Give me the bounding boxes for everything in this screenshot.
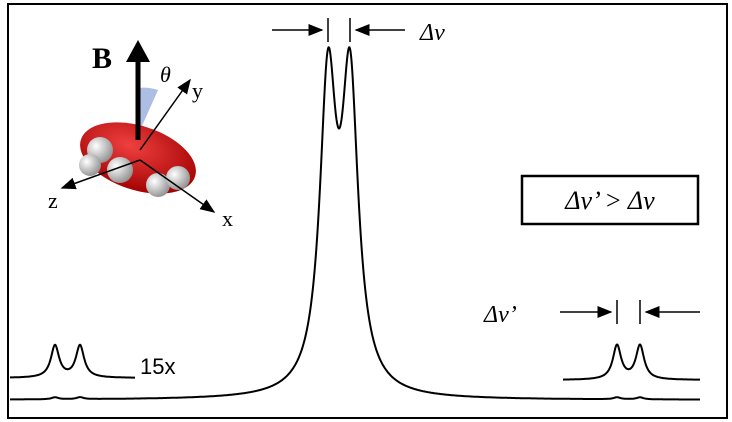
spectrum-trace: [10, 46, 700, 401]
axis-z-label: z: [48, 188, 58, 213]
spectrum-trace: [10, 343, 135, 379]
molecule: [60, 40, 216, 213]
comparison-box: [520, 174, 700, 226]
spectra: [10, 46, 700, 401]
delta-nu-label: Δν: [419, 20, 445, 46]
delta-nu-prime-label: Δν’: [483, 302, 517, 328]
scale-label: 15x: [140, 354, 175, 379]
field-label: B: [92, 42, 112, 75]
axis-y-label: y: [192, 78, 203, 103]
spectrum-trace: [563, 343, 700, 381]
angle-label: θ: [160, 62, 171, 87]
delta-nu-prime-marker: [560, 300, 700, 324]
axis-x-label: x: [222, 206, 233, 231]
delta-nu-marker: [272, 18, 405, 42]
frame: [7, 3, 728, 419]
comparison-label: Δν’ > Δν: [564, 186, 655, 215]
